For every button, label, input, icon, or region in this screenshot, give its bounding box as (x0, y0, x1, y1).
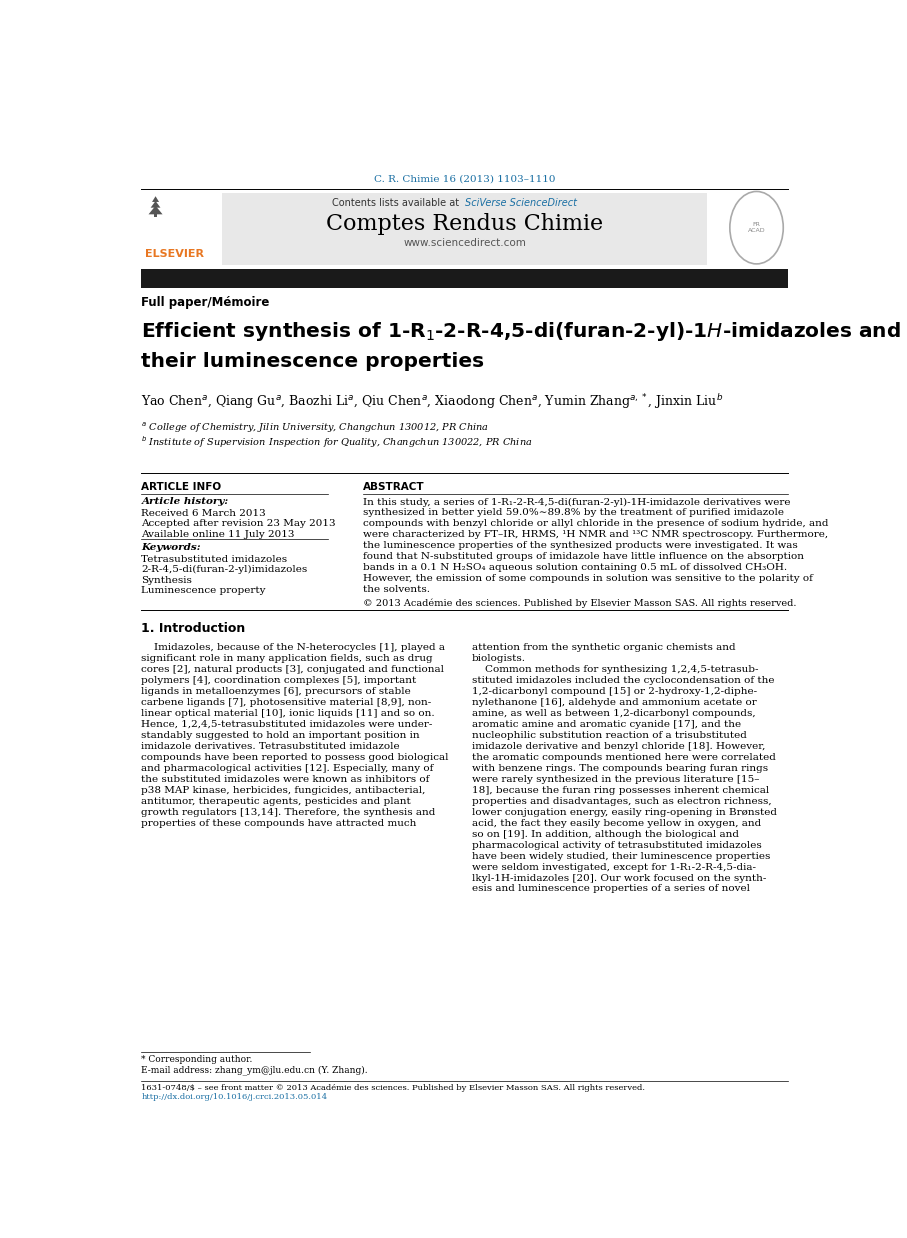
Text: so on [19]. In addition, although the biological and: so on [19]. In addition, although the bi… (472, 829, 739, 838)
Text: ELSEVIER: ELSEVIER (145, 249, 204, 259)
Text: SciVerse ScienceDirect: SciVerse ScienceDirect (465, 198, 577, 208)
Text: In this study, a series of 1-R₁-2-R-4,5-di(furan-2-yl)-1H-imidazole derivatives : In this study, a series of 1-R₁-2-R-4,5-… (363, 498, 790, 506)
Text: ARTICLE INFO: ARTICLE INFO (141, 482, 221, 493)
Text: properties and disadvantages, such as electron richness,: properties and disadvantages, such as el… (472, 797, 772, 806)
Text: Available online 11 July 2013: Available online 11 July 2013 (141, 530, 295, 539)
Text: 1631-0748/$ – see front matter © 2013 Académie des sciences. Published by Elsevi: 1631-0748/$ – see front matter © 2013 Ac… (141, 1083, 646, 1092)
Text: synthesized in better yield 59.0%∼89.8% by the treatment of purified imidazole: synthesized in better yield 59.0%∼89.8% … (363, 509, 784, 517)
Text: p38 MAP kinase, herbicides, fungicides, antibacterial,: p38 MAP kinase, herbicides, fungicides, … (141, 786, 426, 795)
Text: Keywords:: Keywords: (141, 543, 201, 552)
Text: $^a$ College of Chemistry, Jilin University, Changchun 130012, PR China: $^a$ College of Chemistry, Jilin Univers… (141, 420, 490, 435)
Text: aromatic amine and aromatic cyanide [17], and the: aromatic amine and aromatic cyanide [17]… (472, 721, 741, 729)
Text: However, the emission of some compounds in solution was sensitive to the polarit: However, the emission of some compounds … (363, 574, 813, 583)
Text: were rarely synthesized in the previous literature [15–: were rarely synthesized in the previous … (472, 775, 759, 784)
Text: antitumor, therapeutic agents, pesticides and plant: antitumor, therapeutic agents, pesticide… (141, 797, 411, 806)
Text: FR
ACAD: FR ACAD (747, 223, 766, 233)
Text: were seldom investigated, except for 1-R₁-2-R-4,5-dia-: were seldom investigated, except for 1-R… (472, 863, 756, 872)
Text: biologists.: biologists. (472, 654, 526, 664)
Text: the aromatic compounds mentioned here were correlated: the aromatic compounds mentioned here we… (472, 753, 775, 761)
Text: imidazole derivative and benzyl chloride [18]. However,: imidazole derivative and benzyl chloride… (472, 742, 766, 751)
FancyBboxPatch shape (222, 193, 707, 265)
Text: nucleophilic substitution reaction of a trisubstituted: nucleophilic substitution reaction of a … (472, 730, 746, 740)
Text: ABSTRACT: ABSTRACT (363, 482, 424, 493)
FancyBboxPatch shape (141, 269, 788, 287)
Text: carbene ligands [7], photosensitive material [8,9], non-: carbene ligands [7], photosensitive mate… (141, 698, 432, 707)
Text: found that N-substituted groups of imidazole have little influence on the absorp: found that N-substituted groups of imida… (363, 552, 804, 561)
Text: significant role in many application fields, such as drug: significant role in many application fie… (141, 654, 434, 664)
Text: Common methods for synthesizing 1,2,4,5-tetrasub-: Common methods for synthesizing 1,2,4,5-… (472, 665, 758, 675)
Text: growth regulators [13,14]. Therefore, the synthesis and: growth regulators [13,14]. Therefore, th… (141, 807, 436, 817)
Text: the substituted imidazoles were known as inhibitors of: the substituted imidazoles were known as… (141, 775, 430, 784)
Polygon shape (151, 201, 161, 208)
Text: pharmacological activity of tetrasubstituted imidazoles: pharmacological activity of tetrasubstit… (472, 841, 762, 849)
Text: Contents lists available at: Contents lists available at (333, 198, 463, 208)
Text: * Corresponding author.: * Corresponding author. (141, 1055, 253, 1065)
Text: bands in a 0.1 N H₂SO₄ aqueous solution containing 0.5 mL of dissolved CH₃OH.: bands in a 0.1 N H₂SO₄ aqueous solution … (363, 563, 787, 572)
Text: E-mail address: zhang_ym@jlu.edu.cn (Y. Zhang).: E-mail address: zhang_ym@jlu.edu.cn (Y. … (141, 1066, 368, 1076)
Text: Received 6 March 2013: Received 6 March 2013 (141, 509, 267, 517)
Polygon shape (149, 206, 162, 214)
Text: were characterized by FT–IR, HRMS, ¹H NMR and ¹³C NMR spectroscopy. Furthermore,: were characterized by FT–IR, HRMS, ¹H NM… (363, 530, 828, 540)
Text: Imidazoles, because of the N-heterocycles [1], played a: Imidazoles, because of the N-heterocycle… (141, 644, 445, 652)
Text: 1. Introduction: 1. Introduction (141, 623, 246, 635)
Text: http://dx.doi.org/10.1016/j.crci.2013.05.014: http://dx.doi.org/10.1016/j.crci.2013.05… (141, 1093, 327, 1102)
Text: Luminescence property: Luminescence property (141, 586, 266, 595)
Text: the solvents.: the solvents. (363, 586, 430, 594)
Text: 1,2-dicarbonyl compound [15] or 2-hydroxy-1,2-diphe-: 1,2-dicarbonyl compound [15] or 2-hydrox… (472, 687, 757, 696)
Text: www.sciencedirect.com: www.sciencedirect.com (404, 238, 526, 248)
Text: Synthesis: Synthesis (141, 576, 192, 584)
Text: acid, the fact they easily become yellow in oxygen, and: acid, the fact they easily become yellow… (472, 818, 761, 828)
Text: linear optical material [10], ionic liquids [11] and so on.: linear optical material [10], ionic liqu… (141, 709, 435, 718)
Text: polymers [4], coordination complexes [5], important: polymers [4], coordination complexes [5]… (141, 676, 416, 685)
Text: the luminescence properties of the synthesized products were investigated. It wa: the luminescence properties of the synth… (363, 541, 797, 551)
Text: lower conjugation energy, easily ring-opening in Brønsted: lower conjugation energy, easily ring-op… (472, 807, 777, 817)
Text: and pharmacological activities [12]. Especially, many of: and pharmacological activities [12]. Esp… (141, 764, 434, 773)
Text: Efficient synthesis of 1-R$_1$-2-R-4,5-di(furan-2-yl)-1$\mathit{H}$-imidazoles a: Efficient synthesis of 1-R$_1$-2-R-4,5-d… (141, 321, 902, 343)
Text: with benzene rings. The compounds bearing furan rings: with benzene rings. The compounds bearin… (472, 764, 768, 773)
Text: esis and luminescence properties of a series of novel: esis and luminescence properties of a se… (472, 884, 750, 894)
Text: Hence, 1,2,4,5-tetrasubstituted imidazoles were under-: Hence, 1,2,4,5-tetrasubstituted imidazol… (141, 721, 433, 729)
Text: properties of these compounds have attracted much: properties of these compounds have attra… (141, 818, 417, 828)
Text: lkyl-1H-imidazoles [20]. Our work focused on the synth-: lkyl-1H-imidazoles [20]. Our work focuse… (472, 874, 766, 883)
Text: their luminescence properties: their luminescence properties (141, 352, 484, 370)
Text: compounds with benzyl chloride or allyl chloride in the presence of sodium hydri: compounds with benzyl chloride or allyl … (363, 520, 828, 529)
Text: $^b$ Institute of Supervision Inspection for Quality, Changchun 130022, PR China: $^b$ Institute of Supervision Inspection… (141, 435, 533, 451)
Text: have been widely studied, their luminescence properties: have been widely studied, their luminesc… (472, 852, 770, 860)
Text: amine, as well as between 1,2-dicarbonyl compounds,: amine, as well as between 1,2-dicarbonyl… (472, 709, 756, 718)
Text: standably suggested to hold an important position in: standably suggested to hold an important… (141, 730, 420, 740)
Text: Full paper/Mémoire: Full paper/Mémoire (141, 296, 270, 310)
FancyBboxPatch shape (141, 193, 219, 267)
Text: ligands in metalloenzymes [6], precursors of stable: ligands in metalloenzymes [6], precursor… (141, 687, 411, 696)
Polygon shape (152, 196, 159, 202)
Text: imidazole derivatives. Tetrasubstituted imidazole: imidazole derivatives. Tetrasubstituted … (141, 742, 400, 751)
Text: © 2013 Académie des sciences. Published by Elsevier Masson SAS. All rights reser: © 2013 Académie des sciences. Published … (363, 599, 796, 608)
Text: compounds have been reported to possess good biological: compounds have been reported to possess … (141, 753, 449, 761)
Text: stituted imidazoles included the cyclocondensation of the: stituted imidazoles included the cycloco… (472, 676, 775, 685)
Text: Accepted after revision 23 May 2013: Accepted after revision 23 May 2013 (141, 520, 336, 529)
Text: attention from the synthetic organic chemists and: attention from the synthetic organic che… (472, 644, 736, 652)
Text: Comptes Rendus Chimie: Comptes Rendus Chimie (327, 213, 603, 235)
Text: 18], because the furan ring possesses inherent chemical: 18], because the furan ring possesses in… (472, 786, 769, 795)
FancyBboxPatch shape (154, 214, 157, 217)
Text: nylethanone [16], aldehyde and ammonium acetate or: nylethanone [16], aldehyde and ammonium … (472, 698, 756, 707)
Text: Yao Chen$^a$, Qiang Gu$^a$, Baozhi Li$^a$, Qiu Chen$^a$, Xiaodong Chen$^a$, Yumi: Yao Chen$^a$, Qiang Gu$^a$, Baozhi Li$^a… (141, 391, 724, 411)
Text: 2-R-4,5-di(furan-2-yl)imidazoles: 2-R-4,5-di(furan-2-yl)imidazoles (141, 565, 307, 574)
Text: Article history:: Article history: (141, 498, 229, 506)
Text: C. R. Chimie 16 (2013) 1103–1110: C. R. Chimie 16 (2013) 1103–1110 (374, 175, 556, 183)
Text: Tetrasubstituted imidazoles: Tetrasubstituted imidazoles (141, 555, 288, 563)
Text: cores [2], natural products [3], conjugated and functional: cores [2], natural products [3], conjuga… (141, 665, 444, 675)
